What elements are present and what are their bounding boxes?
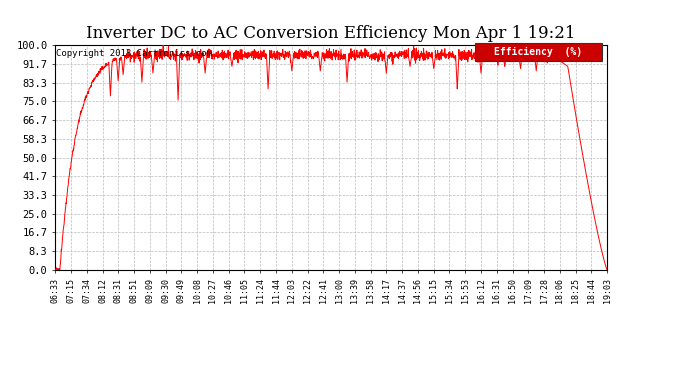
- Text: Efficiency  (%): Efficiency (%): [494, 47, 582, 57]
- Text: Copyright 2013 Cartronics.com: Copyright 2013 Cartronics.com: [57, 50, 213, 58]
- Title: Inverter DC to AC Conversion Efficiency Mon Apr 1 19:21: Inverter DC to AC Conversion Efficiency …: [86, 25, 576, 42]
- FancyBboxPatch shape: [475, 43, 602, 61]
